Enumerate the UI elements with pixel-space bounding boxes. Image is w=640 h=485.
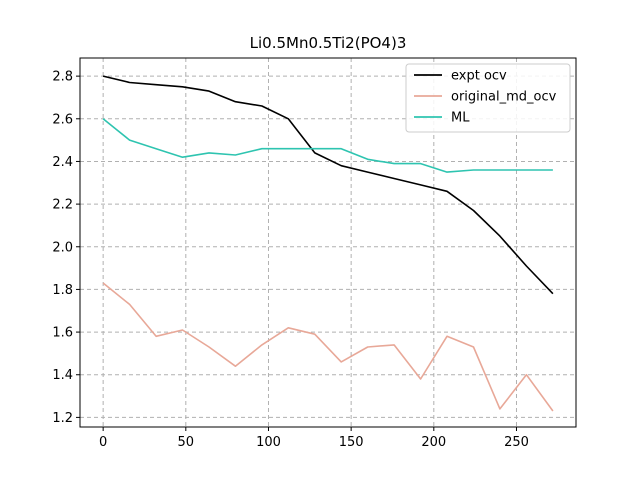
x-tick-label: 150 (339, 435, 364, 450)
tick-layer: 0 50 100 150 200 250 1.2 1.4 1.6 1.8 2.0 2.2 2.4 2.6 2… (52, 70, 529, 450)
y-tick-label: 1.2 (52, 411, 73, 426)
legend-label: original_md_ocv (451, 90, 557, 105)
legend: expt ocv original_md_ocv ML (405, 63, 571, 133)
y-tick-label: 2.2 (52, 198, 73, 213)
chart-title: Li0.5Mn0.5Ti2(PO4)3 (250, 34, 407, 52)
y-tick-label: 1.6 (52, 326, 73, 341)
series-layer (102, 75, 554, 412)
y-tick-label: 2.4 (52, 155, 73, 170)
x-tick-label: 200 (421, 435, 446, 450)
y-tick-label: 1.8 (52, 283, 73, 298)
y-tick-label: 1.4 (52, 368, 73, 383)
legend-label: expt ocv (451, 69, 507, 84)
y-tick-label: 2.6 (52, 112, 73, 127)
series-line-ml (102, 118, 553, 173)
x-tick-label: 50 (178, 435, 195, 450)
legend-label: ML (451, 111, 470, 126)
plot-frame (79, 57, 577, 428)
x-tick-label: 250 (504, 435, 529, 450)
legend-box (405, 63, 571, 133)
series-line-expt-ocv (102, 75, 554, 295)
series-line-original-md-ocv (102, 282, 554, 412)
y-tick-label: 2.8 (52, 70, 73, 85)
y-tick-label: 2.0 (52, 240, 73, 255)
x-tick-label: 100 (256, 435, 281, 450)
x-tick-label: 0 (99, 435, 107, 450)
